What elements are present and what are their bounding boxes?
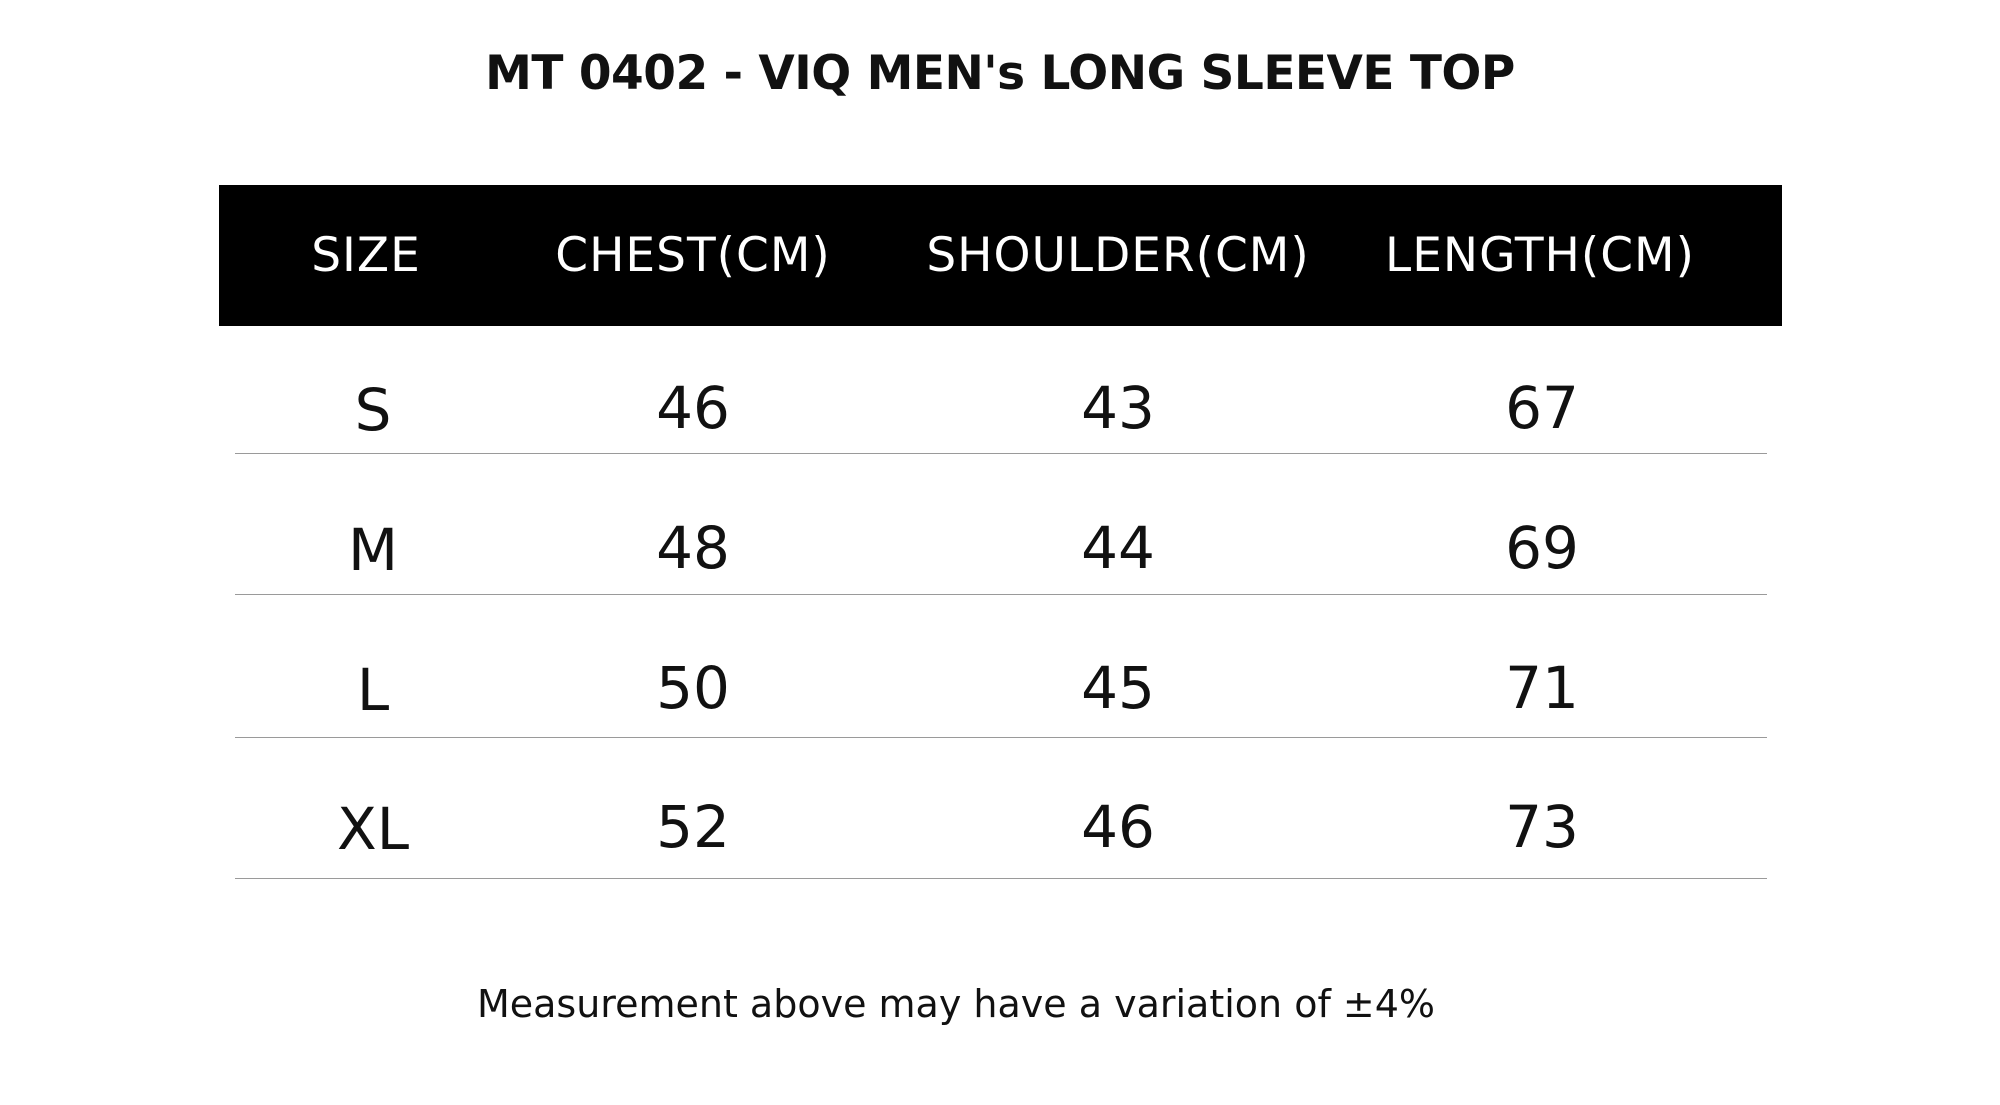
length-cell: 69: [1505, 514, 1579, 582]
size-cell: M: [347, 516, 399, 584]
table-header: SIZE CHEST(CM) SHOULDER(CM) LENGTH(CM): [219, 185, 1782, 326]
row-divider: [235, 878, 1767, 879]
shoulder-cell: 46: [1081, 793, 1155, 861]
row-divider: [235, 594, 1767, 595]
chest-cell: 48: [656, 514, 730, 582]
shoulder-cell: 45: [1081, 654, 1155, 722]
shoulder-cell: 44: [1081, 514, 1155, 582]
size-cell: S: [354, 376, 392, 444]
length-cell: 73: [1505, 793, 1579, 861]
page-title: MT 0402 - VIQ MEN's LONG SLEEVE TOP: [485, 46, 1515, 101]
row-divider: [235, 737, 1767, 738]
chest-cell: 52: [656, 793, 730, 861]
size-cell: L: [356, 656, 390, 724]
table-row: XL 52 46 73: [0, 782, 2000, 872]
row-divider: [235, 453, 1767, 454]
length-cell: 71: [1505, 654, 1579, 722]
table-row: S 46 43 67: [0, 363, 2000, 453]
variation-note: Measurement above may have a variation o…: [476, 982, 1436, 1026]
header-chest: CHEST(CM): [555, 228, 831, 283]
table-row: L 50 45 71: [0, 643, 2000, 733]
header-length: LENGTH(CM): [1385, 228, 1695, 283]
chest-cell: 46: [656, 374, 730, 442]
length-cell: 67: [1505, 374, 1579, 442]
header-shoulder: SHOULDER(CM): [926, 228, 1310, 283]
shoulder-cell: 43: [1081, 374, 1155, 442]
size-cell: XL: [336, 795, 410, 863]
chest-cell: 50: [656, 654, 730, 722]
table-row: M 48 44 69: [0, 503, 2000, 593]
header-size: SIZE: [311, 228, 421, 283]
